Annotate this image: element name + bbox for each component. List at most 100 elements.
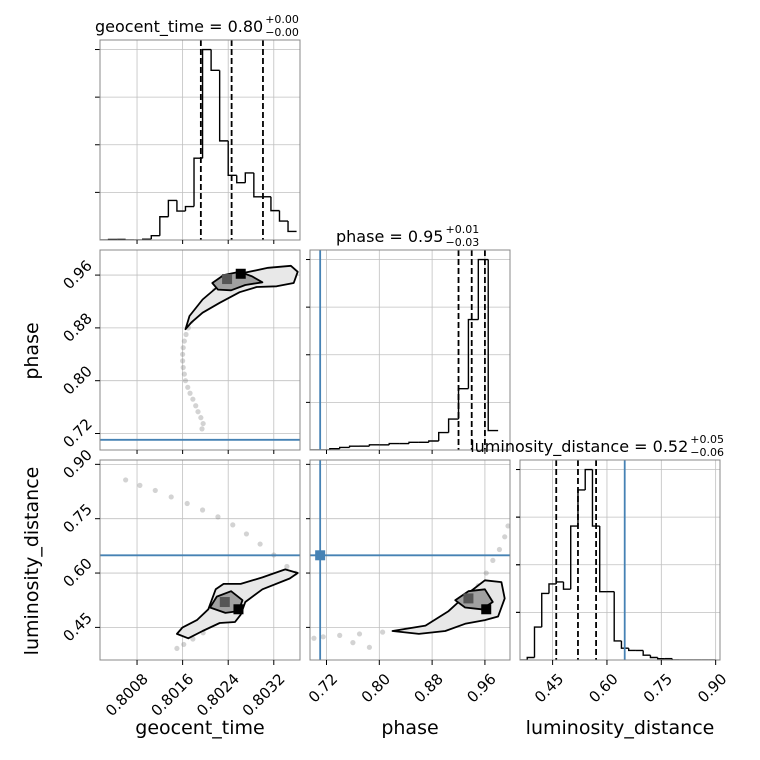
- x-tick-label-phase: 0.72: [305, 670, 341, 706]
- title-luminosity_distance: luminosity_distance = 0.52: [470, 437, 688, 457]
- hist-step-phase: [339, 446, 350, 449]
- x-tick-label-geocent_time: 0.8032: [239, 670, 289, 720]
- title-main: luminosity_distance = 0.52: [470, 437, 688, 457]
- hist-step-luminosity_distance: [599, 526, 607, 593]
- sample-point: [181, 641, 187, 648]
- sample-point: [181, 371, 187, 377]
- hist-step-geocent_time: [227, 140, 237, 177]
- hist-step-geocent_time: [159, 216, 169, 236]
- hist-step-luminosity_distance: [620, 640, 629, 649]
- panel-frame: [309, 459, 511, 661]
- hist-step-luminosity_distance: [577, 489, 586, 527]
- sample-point: [181, 338, 187, 344]
- hist-panel-luminosity_distance: [519, 459, 721, 661]
- sample-point: [152, 487, 158, 494]
- hist-step-luminosity_distance: [591, 469, 600, 527]
- sample-point: [190, 396, 196, 402]
- title-main: phase = 0.95: [336, 227, 443, 246]
- hist-step-geocent_time: [210, 49, 220, 72]
- sample-point: [199, 507, 206, 513]
- x-tick-label-luminosity_distance: 0.90: [694, 670, 730, 706]
- hist-step-luminosity_distance: [584, 468, 593, 490]
- sample-point: [257, 541, 263, 547]
- sample-point: [366, 644, 373, 650]
- x-tick-label-phase: 0.88: [411, 670, 447, 706]
- x-tick-label-phase: 0.96: [463, 670, 499, 706]
- title-sub: −0.03: [445, 236, 479, 249]
- hist-step-luminosity_distance: [541, 592, 549, 628]
- sample-point: [199, 426, 205, 432]
- sample-point: [123, 477, 129, 483]
- hist-step-luminosity_distance: [613, 591, 622, 642]
- sample-point: [200, 420, 206, 427]
- sample-point: [183, 331, 189, 338]
- x-axis-label-phase: phase: [381, 717, 438, 739]
- hist-step-phase: [487, 259, 499, 432]
- injection-marker: [315, 550, 326, 561]
- hist-step-phase: [388, 442, 400, 445]
- hist-step-phase: [438, 431, 449, 442]
- sample-point: [190, 636, 196, 642]
- sample-point: [174, 645, 180, 652]
- title-sup: +0.05: [690, 433, 724, 446]
- sample-point: [496, 546, 503, 553]
- hist-step-luminosity_distance: [570, 525, 578, 590]
- sample-point: [505, 523, 510, 529]
- density-peak: [481, 604, 492, 615]
- title-phase: phase = 0.95: [336, 227, 443, 246]
- x-tick-label-phase: 0.80: [358, 670, 394, 706]
- hist-panel-phase: [309, 249, 511, 451]
- sample-point: [187, 390, 193, 396]
- sample-point: [284, 563, 290, 570]
- sample-point: [243, 531, 250, 537]
- title-sub: −0.00: [265, 26, 299, 39]
- title-sup: +0.00: [265, 13, 299, 26]
- y-tick-label-phase: 0.80: [59, 362, 95, 398]
- x-axis-label-geocent-time: geocent_time: [135, 717, 264, 739]
- x-tick-label-geocent_time: 0.8024: [193, 670, 243, 720]
- title-sub: −0.06: [690, 446, 724, 459]
- panel-frame: [519, 459, 721, 661]
- panel-frame: [309, 249, 511, 451]
- hist-step-geocent_time: [244, 172, 254, 183]
- panel-frame: [99, 249, 301, 451]
- hist-step-geocent_time: [236, 175, 246, 184]
- panel-frame: [99, 459, 301, 661]
- sample-point: [137, 482, 143, 488]
- sample-point: [180, 345, 186, 351]
- sample-point: [184, 500, 190, 507]
- sample-point: [195, 409, 201, 415]
- hist-step-phase: [457, 387, 469, 420]
- hist-step-geocent_time: [253, 172, 263, 198]
- title-sup: +0.01: [445, 223, 479, 236]
- x-tick-label-luminosity_distance: 0.45: [531, 670, 567, 706]
- hist-step-geocent_time: [167, 199, 177, 217]
- panel-2d-phase_vs_geocent_time: [99, 249, 301, 451]
- sample-point: [380, 629, 386, 635]
- sample-point: [180, 364, 186, 371]
- sample-point: [311, 635, 317, 641]
- hist-step-geocent_time: [176, 200, 186, 212]
- sample-point: [356, 631, 363, 637]
- hist-step-geocent_time: [218, 70, 229, 142]
- hist-step-luminosity_distance: [562, 581, 571, 590]
- density-peak: [235, 268, 246, 279]
- y-tick-label-phase: 0.96: [59, 257, 95, 293]
- x-tick-label-geocent_time: 0.8008: [102, 670, 152, 720]
- hist-step-phase: [467, 318, 479, 389]
- title-main: geocent_time = 0.80: [95, 17, 263, 37]
- hist-step-luminosity_distance: [671, 658, 680, 660]
- sample-point: [215, 514, 221, 520]
- sample-point: [185, 384, 191, 390]
- y-tick-label-phase: 0.88: [59, 309, 95, 345]
- density-peak: [219, 597, 230, 608]
- x-tick-label-geocent_time: 0.8016: [148, 670, 198, 720]
- hist-step-luminosity_distance: [555, 581, 564, 584]
- hist-step-geocent_time: [150, 235, 160, 240]
- hist-step-phase: [368, 444, 380, 447]
- hist-step-geocent_time: [201, 48, 212, 159]
- hist-step-luminosity_distance: [642, 650, 651, 656]
- sample-point: [490, 557, 496, 563]
- sample-point: [180, 351, 186, 357]
